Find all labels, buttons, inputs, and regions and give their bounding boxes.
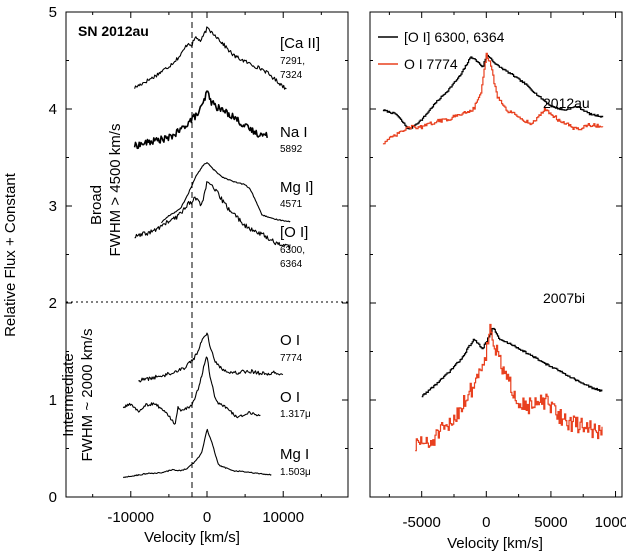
- legend: [O I] 6300, 6364 O I 7774: [378, 29, 505, 72]
- left-ticks: 0 1 2 3 4 5 -10000 0 10000: [49, 4, 348, 526]
- spectrum-line-0: [134, 26, 287, 90]
- x-tick-label-0: 0: [203, 509, 211, 526]
- line-wave-o-i-6300-1: 6300,: [280, 245, 305, 256]
- spectrum-line-4: [138, 332, 284, 383]
- left-panel: 0 1 2 3 4 5 -10000 0 10000 SN 2012au Relative Fl…: [2, 4, 349, 546]
- line-wave-o-i-nir: 1.317μ: [280, 409, 311, 420]
- x2-tick-label--5000: -5000: [403, 514, 441, 531]
- right-plot-frame: [369, 11, 623, 498]
- y-tick-label-5: 5: [49, 4, 57, 21]
- line-label-o-i-6300: [O I]: [280, 224, 308, 241]
- right-panel: -5000 0 5000 10000 [O I] 6300, 6364 O I 777…: [369, 11, 626, 551]
- legend-label-oi-6300: [O I] 6300, 6364: [404, 29, 505, 45]
- legend-label-oi-7774: O I 7774: [404, 56, 458, 72]
- spectrum-line-2: [160, 162, 291, 224]
- group-intermediate-fwhm: FWHM ~ 2000 km/s: [79, 329, 96, 462]
- spectrum-2007bi-1: [415, 323, 603, 452]
- line-wave-o-i-6300-2: 6364: [280, 259, 303, 270]
- line-wave-mg-i-nir: 1.503μ: [280, 467, 311, 478]
- chart-title: SN 2012au: [78, 23, 149, 39]
- spectrum-line-3: [134, 181, 291, 250]
- left-x-axis-label: Velocity [km/s]: [144, 529, 240, 546]
- spectrum-line-6: [122, 428, 272, 479]
- spectrum-2012au-1: [382, 52, 604, 145]
- group-broad-fwhm: FWHM > 4500 km/s: [107, 124, 124, 257]
- object-label-2007bi: 2007bi: [543, 290, 585, 306]
- spectrum-2007bi-0: [421, 327, 603, 398]
- y-axis-label: Relative Flux + Constant: [2, 172, 19, 337]
- y-tick-label-2: 2: [49, 295, 57, 312]
- spectrum-line-1: [133, 90, 268, 150]
- object-label-2012au: 2012au: [543, 95, 590, 111]
- line-labels: [Ca II] 7291, 7324 Na I 5892 Mg I] 4571 …: [280, 35, 320, 478]
- group-intermediate-label: Intermediate: [60, 353, 77, 436]
- y-tick-label-3: 3: [49, 198, 57, 215]
- line-label-mg-i-4571: Mg I]: [280, 179, 313, 196]
- x-tick-label--10000: -10000: [107, 509, 154, 526]
- line-label-na-i: Na I: [280, 124, 308, 141]
- line-wave-ca-ii-1: 7291,: [280, 56, 305, 67]
- group-broad-label: Broad: [88, 185, 105, 225]
- line-wave-mg-i-4571: 4571: [280, 199, 303, 210]
- right-x-axis-label: Velocity [km/s]: [447, 535, 543, 551]
- y-tick-label-4: 4: [49, 101, 57, 118]
- right-ticks: -5000 0 5000 10000: [370, 11, 626, 531]
- line-wave-ca-ii-2: 7324: [280, 70, 303, 81]
- y-tick-label-0: 0: [49, 489, 57, 506]
- line-wave-o-i-7774: 7774: [280, 353, 303, 364]
- x2-tick-label-10000: 10000: [595, 514, 626, 531]
- right-series: [382, 52, 604, 452]
- line-wave-na-i: 5892: [280, 144, 303, 155]
- y-tick-label-1: 1: [49, 392, 57, 409]
- line-label-o-i-nir: O I: [280, 389, 300, 406]
- x2-tick-label-0: 0: [482, 514, 490, 531]
- x2-tick-label-5000: 5000: [534, 514, 567, 531]
- line-label-mg-i-nir: Mg I: [280, 446, 309, 463]
- spectrum-2012au-0: [382, 54, 604, 130]
- x-tick-label-10000: 10000: [262, 509, 304, 526]
- line-label-ca-ii: [Ca II]: [280, 35, 320, 52]
- spectrum-line-5: [122, 356, 261, 425]
- left-series: [122, 26, 291, 479]
- line-label-o-i-7774: O I: [280, 332, 300, 349]
